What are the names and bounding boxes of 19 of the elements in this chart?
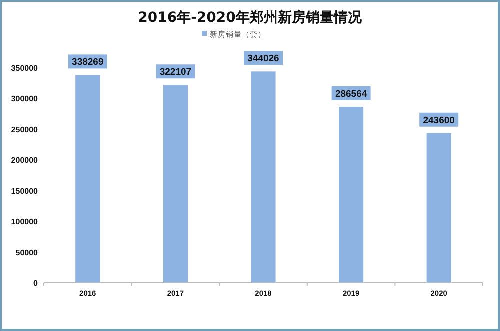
y-tick-label: 100000 [11,218,39,227]
y-tick-label: 0 [34,279,39,288]
bar [163,85,188,283]
y-tick-label: 200000 [11,156,39,166]
y-tick-label: 50000 [16,248,39,258]
y-tick-label: 150000 [11,186,39,196]
data-label: 344026 [248,54,280,65]
data-label: 338269 [72,57,104,68]
y-tick-label: 250000 [11,125,39,134]
bar [76,75,100,283]
data-label: 286564 [335,88,368,100]
bar [251,72,276,283]
y-tick-label: 350000 [11,64,39,73]
data-label: 322107 [160,67,192,78]
y-tick-label: 300000 [11,94,39,104]
data-label: 243600 [423,115,455,126]
bar [426,133,452,283]
chart-title: 2016年-2020年郑州新房销量情况 [138,9,363,26]
bar [339,106,364,283]
